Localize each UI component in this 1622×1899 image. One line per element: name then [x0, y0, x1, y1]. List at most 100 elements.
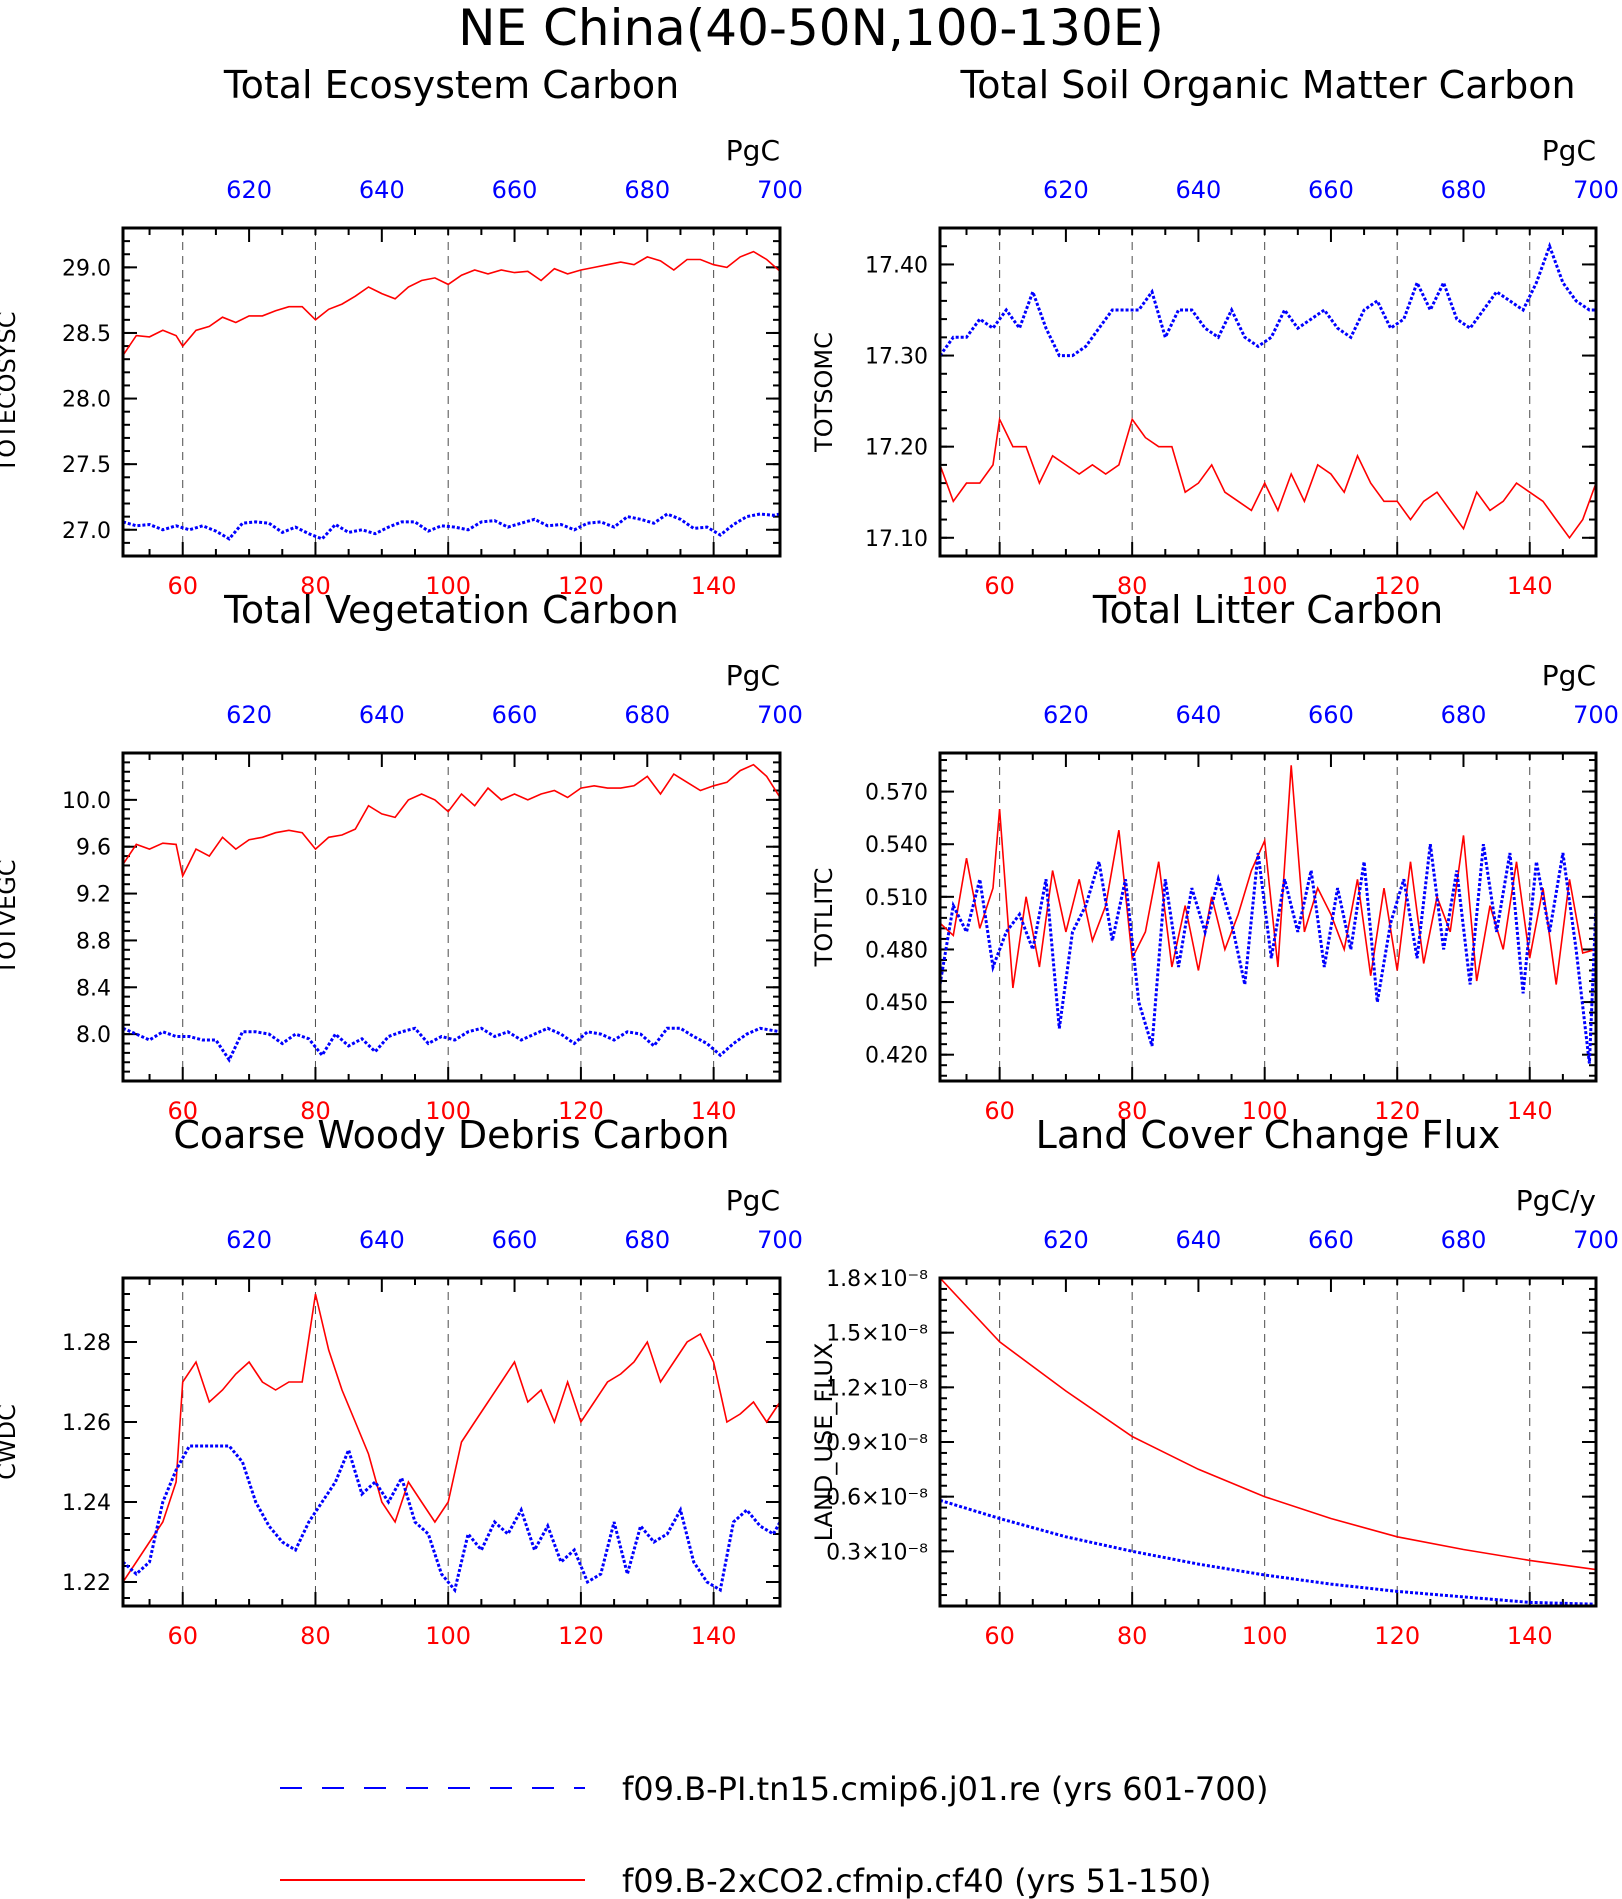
y-tick-label: 17.30 [865, 345, 928, 370]
x-tick-label-top: 680 [624, 1226, 670, 1254]
y-tick-label: 0.570 [865, 781, 928, 806]
unit-label: PgC [726, 659, 780, 692]
x-tick-label-top: 640 [359, 1226, 405, 1254]
y-tick-label: 0.3×10⁻⁸ [826, 1540, 928, 1565]
series-line-2xco2 [940, 416, 1596, 540]
series-line-2xco2 [123, 763, 780, 879]
x-tick-label-top: 640 [1176, 176, 1222, 204]
x-tick-label-bottom: 60 [984, 1097, 1015, 1125]
chart-panel-3: Total Vegetation Carbon PgC TOTVEGC 60 80 100… [0, 588, 803, 1125]
legend: f09.B-PI.tn15.cmip6.j01.re (yrs 601-700)… [280, 1770, 1268, 1899]
x-tick-label-top: 640 [359, 701, 405, 729]
x-tick-label-bottom: 140 [1507, 572, 1553, 600]
x-tick-label-top: 680 [1441, 701, 1487, 729]
x-tick-label-bottom: 60 [167, 1097, 198, 1125]
plot-frame [121, 226, 782, 558]
x-tick-label-bottom: 140 [1507, 1622, 1553, 1650]
y-tick-label: 17.40 [865, 253, 928, 278]
x-tick-label-top: 680 [624, 701, 670, 729]
x-tick-label-top: 660 [1308, 1226, 1354, 1254]
chart-panel-6: Land Cover Change Flux PgC/y LAND_USE_FLUX… [810, 1113, 1619, 1650]
y-tick-label: 1.22 [62, 1571, 111, 1596]
y-axis-label: TOTECOSYSC [0, 312, 21, 474]
x-tick-label-top: 620 [1043, 701, 1089, 729]
chart-panel-2: Total Soil Organic Matter Carbon PgC TOTSO… [810, 63, 1619, 600]
y-tick-label: 27.0 [62, 519, 111, 544]
x-tick-label-top: 680 [624, 176, 670, 204]
unit-label: PgC/y [1516, 1184, 1596, 1217]
x-tick-label-bottom: 80 [1117, 572, 1148, 600]
x-tick-label-top: 620 [1043, 1226, 1089, 1254]
chart-title: Total Vegetation Carbon [223, 588, 679, 632]
x-tick-label-bottom: 120 [558, 572, 604, 600]
chart-panel-5: Coarse Woody Debris Carbon PgC CWDC 60 80 100… [0, 1113, 803, 1650]
x-tick-label-bottom: 80 [1117, 1622, 1148, 1650]
x-tick-label-bottom: 100 [1242, 1097, 1288, 1125]
x-tick-label-bottom: 100 [425, 1097, 471, 1125]
chart-title: Coarse Woody Debris Carbon [173, 1113, 729, 1157]
x-tick-label-top: 700 [1573, 1226, 1619, 1254]
x-tick-label-top: 640 [1176, 701, 1222, 729]
x-tick-label-bottom: 60 [984, 572, 1015, 600]
page-title: NE China(40-50N,100-130E) [458, 0, 1164, 57]
x-tick-label-top: 680 [1441, 1226, 1487, 1254]
x-tick-label-bottom: 140 [691, 1097, 737, 1125]
y-tick-label: 8.8 [76, 929, 111, 954]
x-tick-label-top: 660 [492, 1226, 538, 1254]
y-tick-label: 29.0 [62, 256, 111, 281]
x-tick-label-top: 700 [757, 1226, 803, 1254]
x-tick-label-top: 700 [1573, 701, 1619, 729]
y-axis-label: LAND_USE_FLUX [810, 1343, 838, 1542]
legend-label-2xco2: f09.B-2xCO2.cfmip.cf40 (yrs 51-150) [622, 1862, 1211, 1899]
y-tick-label: 0.480 [865, 938, 928, 963]
x-tick-label-bottom: 140 [1507, 1097, 1553, 1125]
series-line-pi [940, 843, 1596, 1064]
x-tick-label-bottom: 120 [558, 1097, 604, 1125]
x-tick-label-top: 700 [757, 176, 803, 204]
y-tick-label: 17.10 [865, 527, 928, 552]
legend-label-pi: f09.B-PI.tn15.cmip6.j01.re (yrs 601-700) [622, 1770, 1268, 1808]
x-tick-label-top: 620 [226, 176, 272, 204]
y-tick-label: 0.450 [865, 991, 928, 1016]
y-tick-label: 9.6 [76, 836, 111, 861]
x-tick-label-top: 640 [1176, 1226, 1222, 1254]
x-tick-label-bottom: 140 [691, 1622, 737, 1650]
chart-panels: Total Ecosystem Carbon PgC TOTECOSYSC 60 80 1… [0, 63, 1619, 1650]
x-tick-label-bottom: 100 [1242, 1622, 1288, 1650]
x-tick-label-top: 620 [226, 701, 272, 729]
y-tick-label: 28.0 [62, 388, 111, 413]
x-tick-label-bottom: 60 [984, 1622, 1015, 1650]
x-tick-label-bottom: 60 [167, 1622, 198, 1650]
x-tick-label-top: 680 [1441, 176, 1487, 204]
x-tick-label-bottom: 80 [300, 1622, 331, 1650]
y-tick-label: 1.2×10⁻⁸ [826, 1376, 928, 1401]
x-tick-label-top: 640 [359, 176, 405, 204]
y-tick-label: 8.4 [76, 976, 111, 1001]
x-tick-label-bottom: 100 [1242, 572, 1288, 600]
plot-frame [121, 751, 782, 1083]
x-tick-label-bottom: 80 [300, 572, 331, 600]
x-tick-label-bottom: 140 [691, 572, 737, 600]
plot-frame [938, 751, 1598, 1083]
y-tick-label: 9.2 [76, 883, 111, 908]
y-tick-label: 1.5×10⁻⁸ [826, 1322, 928, 1347]
y-tick-label: 0.510 [865, 886, 928, 911]
chart-title: Total Soil Organic Matter Carbon [959, 63, 1575, 107]
x-tick-label-top: 620 [226, 1226, 272, 1254]
y-tick-label: 1.26 [62, 1411, 111, 1436]
x-tick-label-top: 620 [1043, 176, 1089, 204]
series-line-2xco2 [940, 765, 1596, 989]
x-tick-label-bottom: 80 [300, 1097, 331, 1125]
y-tick-label: 17.20 [865, 436, 928, 461]
x-tick-label-bottom: 60 [167, 572, 198, 600]
y-tick-label: 1.24 [62, 1491, 111, 1516]
series-line-pi [123, 512, 780, 541]
y-tick-label: 0.9×10⁻⁸ [826, 1431, 928, 1456]
plot-frame [938, 226, 1598, 558]
series-line-pi [940, 1498, 1596, 1606]
plot-frame [938, 1276, 1598, 1608]
y-axis-label: CWDC [0, 1404, 21, 1480]
series-line-2xco2 [123, 1293, 780, 1583]
unit-label: PgC [726, 1184, 780, 1217]
